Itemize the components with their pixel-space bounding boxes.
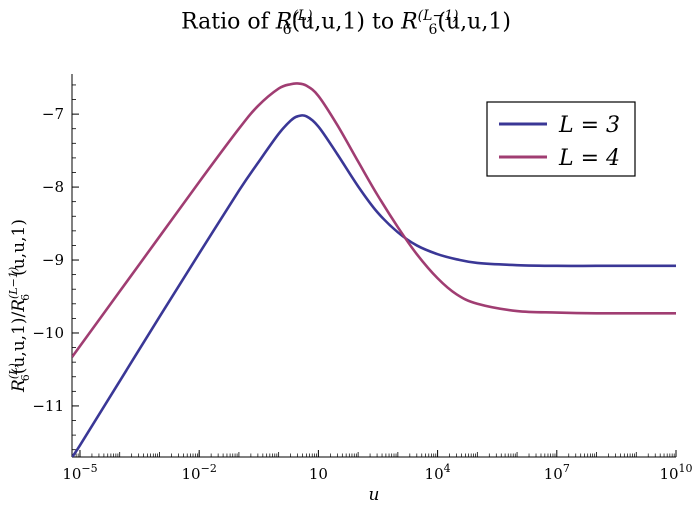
y-tick-label: −8 <box>42 178 64 196</box>
legend-label: L = 3 <box>558 113 620 138</box>
series-line-1 <box>72 114 676 457</box>
legend-label: L = 4 <box>558 146 620 171</box>
y-tick-label: −11 <box>32 397 64 415</box>
x-axis-label: u <box>369 485 380 505</box>
x-tick-label: 10−5 <box>62 462 97 483</box>
y-tick-label: −9 <box>42 251 64 269</box>
x-tick-label: 10 <box>309 465 328 483</box>
x-tick-label: 10−2 <box>182 462 217 483</box>
series-line-2 <box>72 82 676 358</box>
x-tick-label: 107 <box>544 462 570 483</box>
x-tick-label: 104 <box>425 462 451 483</box>
legend-box <box>486 101 636 177</box>
y-axis-label: R(L)6(u,u,1)/R(L−1)6(u,u,1) <box>7 219 32 393</box>
y-tick-label: −7 <box>42 105 64 123</box>
y-tick-label: −10 <box>32 324 64 342</box>
chart-title: Ratio of R(L)6(u,u,1) to R(L−1)6(u,u,1) <box>181 8 511 38</box>
x-tick-label: 1010 <box>659 462 692 483</box>
